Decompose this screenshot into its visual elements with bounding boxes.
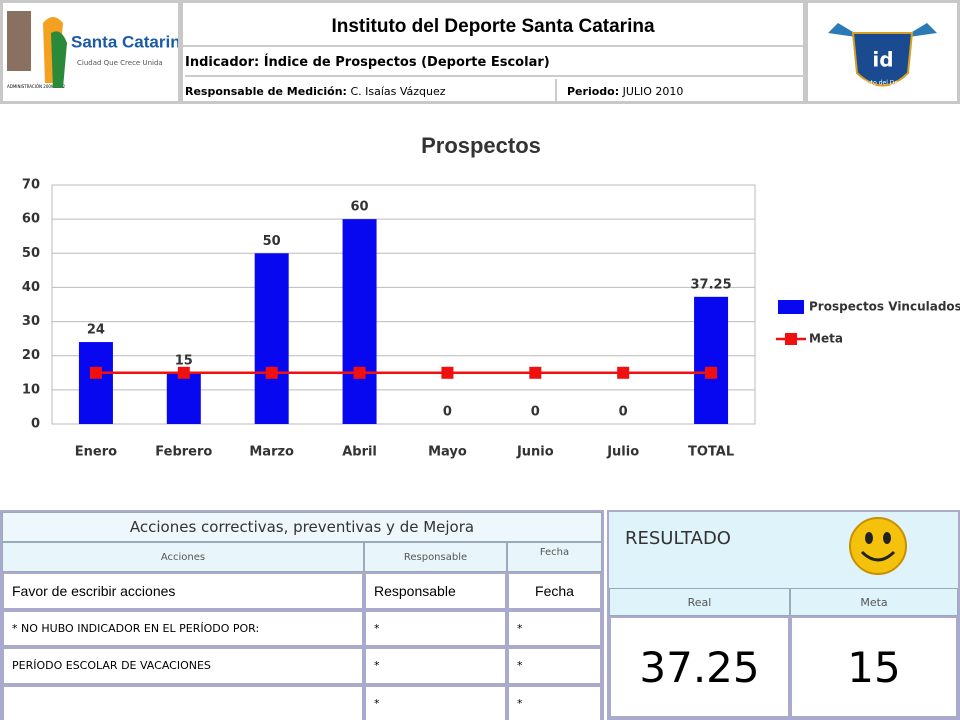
- bar: [254, 253, 289, 424]
- meta-value: 15: [790, 616, 958, 718]
- action-cell: *: [364, 684, 507, 720]
- logo-name: Instituto del Deporte: [852, 80, 914, 87]
- action-cell: *: [364, 647, 507, 685]
- coat-of-arms: [7, 11, 31, 71]
- action-cell: *: [364, 609, 507, 647]
- marker: [705, 366, 718, 379]
- smiley-mouth: [860, 550, 896, 562]
- period-row: Periodo: JULIO 2010: [555, 79, 803, 101]
- title-box: Instituto del Deporte Santa Catarina Ind…: [180, 0, 806, 104]
- y-tick-label: 50: [22, 246, 40, 261]
- x-tick-label: TOTAL: [688, 445, 734, 460]
- y-tick-label: 70: [22, 178, 40, 193]
- data-label: 0: [443, 405, 452, 420]
- y-tick-label: 40: [22, 280, 40, 295]
- logo-slogan: Ciudad Que Crece Unida: [77, 59, 163, 67]
- real-label: Real: [609, 588, 790, 616]
- chart: Prospectos 0 10 20 30 40 50 60 70 Enero Febrero Ma…: [22, 133, 960, 460]
- x-tick-label: Junio: [516, 445, 554, 460]
- x-tick-label: Julio: [606, 445, 639, 460]
- legend-label: Meta: [809, 332, 843, 346]
- legend-swatch: [785, 333, 797, 345]
- meta-label: Meta: [790, 588, 958, 616]
- x-tick-label: Abril: [342, 445, 377, 460]
- y-tick-label: 0: [31, 417, 40, 432]
- period: JULIO 2010: [622, 85, 684, 98]
- bar: [694, 296, 729, 424]
- legend-swatch: [778, 300, 804, 314]
- real-value: 37.25: [609, 616, 790, 718]
- action-cell: [2, 684, 364, 720]
- action-cell: *: [507, 609, 602, 647]
- data-label: 60: [351, 200, 369, 215]
- chart-title: Prospectos: [421, 133, 541, 158]
- marker: [529, 366, 542, 379]
- data-label: 24: [87, 323, 105, 338]
- action-cell: * NO HUBO INDICADOR EN EL PERÍODO POR:: [2, 609, 364, 647]
- x-tick-label: Marzo: [249, 445, 294, 460]
- plot-area: [51, 184, 756, 425]
- marker: [265, 366, 278, 379]
- data-label: 0: [531, 405, 540, 420]
- y-tick-label: 20: [22, 348, 40, 363]
- action-cell: Fecha: [507, 572, 602, 610]
- marker: [353, 366, 366, 379]
- right-logo: id Instituto del Deporte: [828, 23, 937, 87]
- period-label: Periodo:: [567, 85, 620, 98]
- smiley-face: [849, 517, 907, 575]
- data-label: 50: [263, 234, 281, 249]
- x-tick-label: Enero: [75, 445, 117, 460]
- bar: [166, 372, 201, 424]
- responsible-row: Responsable de Medición: C. Isaías Vázqu…: [185, 79, 555, 103]
- right-logo-box: id Instituto del Deporte: [805, 0, 960, 104]
- x-tick-label: Febrero: [155, 445, 212, 460]
- admin-text: ADMINISTRACIÓN 2009-2012: [7, 84, 66, 89]
- marker: [89, 366, 102, 379]
- marker: [617, 366, 630, 379]
- result-title: RESULTADO: [625, 528, 731, 549]
- bar: [78, 342, 113, 424]
- action-cell: *: [507, 684, 602, 720]
- action-cell: *: [507, 647, 602, 685]
- marker: [441, 366, 454, 379]
- action-cell: Responsable: [364, 572, 507, 610]
- result-panel: RESULTADO Real Meta 37.25 15: [607, 510, 960, 720]
- header-title: Instituto del Deporte Santa Catarina: [183, 3, 803, 47]
- x-tick-label: Mayo: [428, 445, 467, 460]
- smiley-eye: [865, 532, 873, 544]
- left-logo: ADMINISTRACIÓN 2009-2012 Santa Catarina …: [7, 11, 191, 89]
- data-label: 0: [619, 405, 628, 420]
- y-tick-label: 60: [22, 212, 40, 227]
- bar: [342, 219, 377, 424]
- indicator: Indicador: Índice de Prospectos (Deporte…: [185, 49, 805, 77]
- y-tick-label: 30: [22, 314, 40, 329]
- col-header: Fecha: [507, 542, 602, 572]
- data-label: 15: [175, 353, 193, 368]
- actions-table: Acciones correctivas, preventivas y de M…: [0, 510, 604, 720]
- left-logo-box: ADMINISTRACIÓN 2009-2012 Santa Catarina …: [0, 0, 191, 104]
- actions-title: Acciones correctivas, preventivas y de M…: [2, 512, 602, 542]
- action-cell: Favor de escribir acciones: [2, 572, 364, 610]
- responsible: C. Isaías Vázquez: [350, 85, 446, 98]
- marker: [177, 366, 190, 379]
- action-cell: PERÍODO ESCOLAR DE VACACIONES: [2, 647, 364, 685]
- col-header: Responsable: [364, 542, 507, 572]
- responsible-label: Responsable de Medición:: [185, 85, 347, 98]
- smiley-eye: [883, 532, 891, 544]
- col-header: Acciones: [2, 542, 364, 572]
- legend-label: Prospectos Vinculados: [809, 300, 960, 314]
- logo-name: Santa Catarina: [71, 32, 178, 51]
- smiley: [849, 517, 907, 575]
- data-label: 37.25: [691, 277, 732, 292]
- y-tick-label: 10: [22, 382, 40, 397]
- logo-shape: [51, 31, 67, 88]
- logo-initials: id: [872, 48, 893, 72]
- logo-shield: [851, 32, 914, 87]
